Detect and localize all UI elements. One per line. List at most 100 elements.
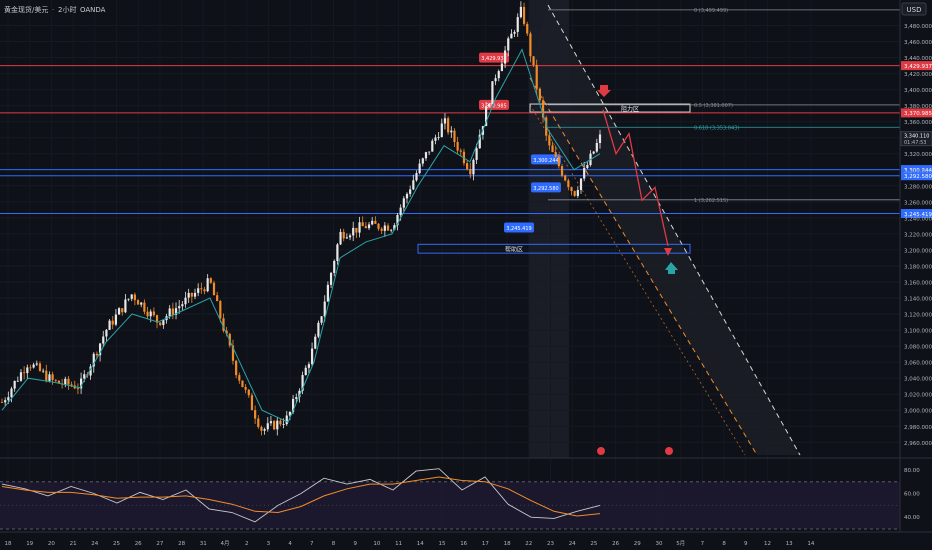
candle-body [222, 318, 225, 331]
candle-body [127, 298, 130, 300]
zone-label: 帮助区 [505, 246, 523, 254]
candle-body [399, 207, 402, 215]
candle-body [89, 366, 92, 376]
axis-level-text: 3,429.937 [904, 64, 932, 70]
candle-body [19, 372, 23, 381]
candle-body [529, 33, 532, 57]
ma-path [1, 48, 601, 423]
candle-body [462, 151, 466, 164]
candle-body [434, 137, 437, 141]
candle-body [260, 426, 263, 431]
separator: · [74, 6, 76, 14]
price-tick-label: 3,380.000 [904, 104, 932, 110]
candle-body [111, 320, 114, 325]
interval-label: 2小时 [58, 5, 76, 14]
candle-body [405, 193, 409, 199]
candle-body [386, 225, 390, 231]
candle-body [26, 367, 29, 374]
candle-body [535, 64, 538, 89]
candle-body [478, 134, 481, 149]
date-label: 18 [504, 541, 511, 547]
candle-body [551, 145, 554, 153]
candle-body [314, 336, 317, 349]
candle-body [0, 402, 4, 404]
candle-body [598, 134, 602, 144]
level-tag [531, 182, 561, 193]
candle-body [48, 374, 51, 381]
axis-level-text: 3,292.580 [904, 174, 932, 180]
candle-body [190, 292, 193, 297]
candle-body [421, 158, 424, 164]
candle-body [244, 386, 247, 390]
currency-label: USD [907, 6, 922, 14]
candle-body [45, 370, 48, 381]
zone-box [417, 243, 691, 254]
candle-body [519, 6, 522, 18]
candle-body [475, 148, 478, 160]
candle-body [13, 380, 16, 389]
candle-body [323, 301, 326, 317]
candle-body [424, 152, 428, 159]
candle-body [83, 374, 86, 379]
candle-body [592, 151, 595, 154]
date-label: 5月 [676, 540, 685, 547]
candle-body [557, 156, 560, 167]
candle-body [64, 378, 67, 385]
date-label: 9 [744, 541, 748, 547]
candle-body [269, 421, 273, 424]
candle-body [348, 235, 352, 238]
candle-body [364, 226, 367, 229]
candle-body [453, 130, 456, 142]
candle-body [108, 320, 111, 330]
candle-body [402, 198, 405, 208]
candle-body [168, 308, 171, 317]
candle-body [10, 388, 13, 398]
rsi-tick-label: 60.00 [904, 492, 920, 498]
date-label: 17 [482, 541, 489, 547]
date-label: 21 [70, 541, 77, 547]
candle-body [554, 152, 557, 157]
candle-body [333, 260, 336, 273]
candle-body [329, 272, 333, 285]
candle-body [263, 429, 266, 431]
axis-level-text: 3,370.985 [904, 111, 932, 117]
candle-body [564, 175, 567, 181]
candle-body [140, 302, 143, 305]
level-tag [479, 52, 509, 63]
candle-body [152, 311, 155, 316]
candle-body [42, 370, 45, 372]
candle-body [377, 223, 380, 229]
candle-body [29, 367, 32, 369]
price-tick-label: 3,220.000 [904, 232, 932, 238]
price-tick-label: 3,400.000 [904, 88, 932, 94]
currency-box[interactable]: USD [901, 2, 927, 16]
candle-body [295, 397, 298, 399]
date-label: 23 [547, 541, 554, 547]
candle-body [418, 163, 421, 174]
candle-body [219, 301, 222, 319]
candle-body [231, 345, 235, 361]
fib-label: 0 (3,499.499) [694, 8, 728, 14]
candle-body [235, 360, 238, 376]
candle-body [130, 294, 133, 299]
price-tick-label: 3,100.000 [904, 329, 932, 335]
price-tick-label: 2,980.000 [904, 425, 932, 431]
candle-body [254, 410, 257, 419]
price-axis[interactable]: 3,480.000 3,460.000 3,440.000 3,420.000 3,40… [899, 0, 932, 532]
candle-body [35, 363, 38, 365]
price-tick-label: 3,140.000 [904, 297, 932, 303]
candle-body [174, 308, 178, 315]
candle-body [548, 135, 551, 146]
candle-body [342, 231, 345, 239]
time-axis[interactable]: 18 19 20 21 24 25 26 27 28 31 4月 2 3 4 7 8 9 10 11 14 15 16 17… [0, 531, 932, 547]
candle-body [181, 304, 184, 307]
candle-body [393, 225, 396, 230]
date-label: 11 [395, 541, 402, 547]
fib-label: 0.618 (3,353.043) [694, 125, 739, 131]
symbol-title: 黄金现货/美元 [4, 5, 48, 14]
candle-body [560, 166, 564, 176]
projection-line [602, 109, 669, 247]
projection-arrowhead [664, 248, 672, 256]
date-label: 7 [701, 541, 705, 547]
